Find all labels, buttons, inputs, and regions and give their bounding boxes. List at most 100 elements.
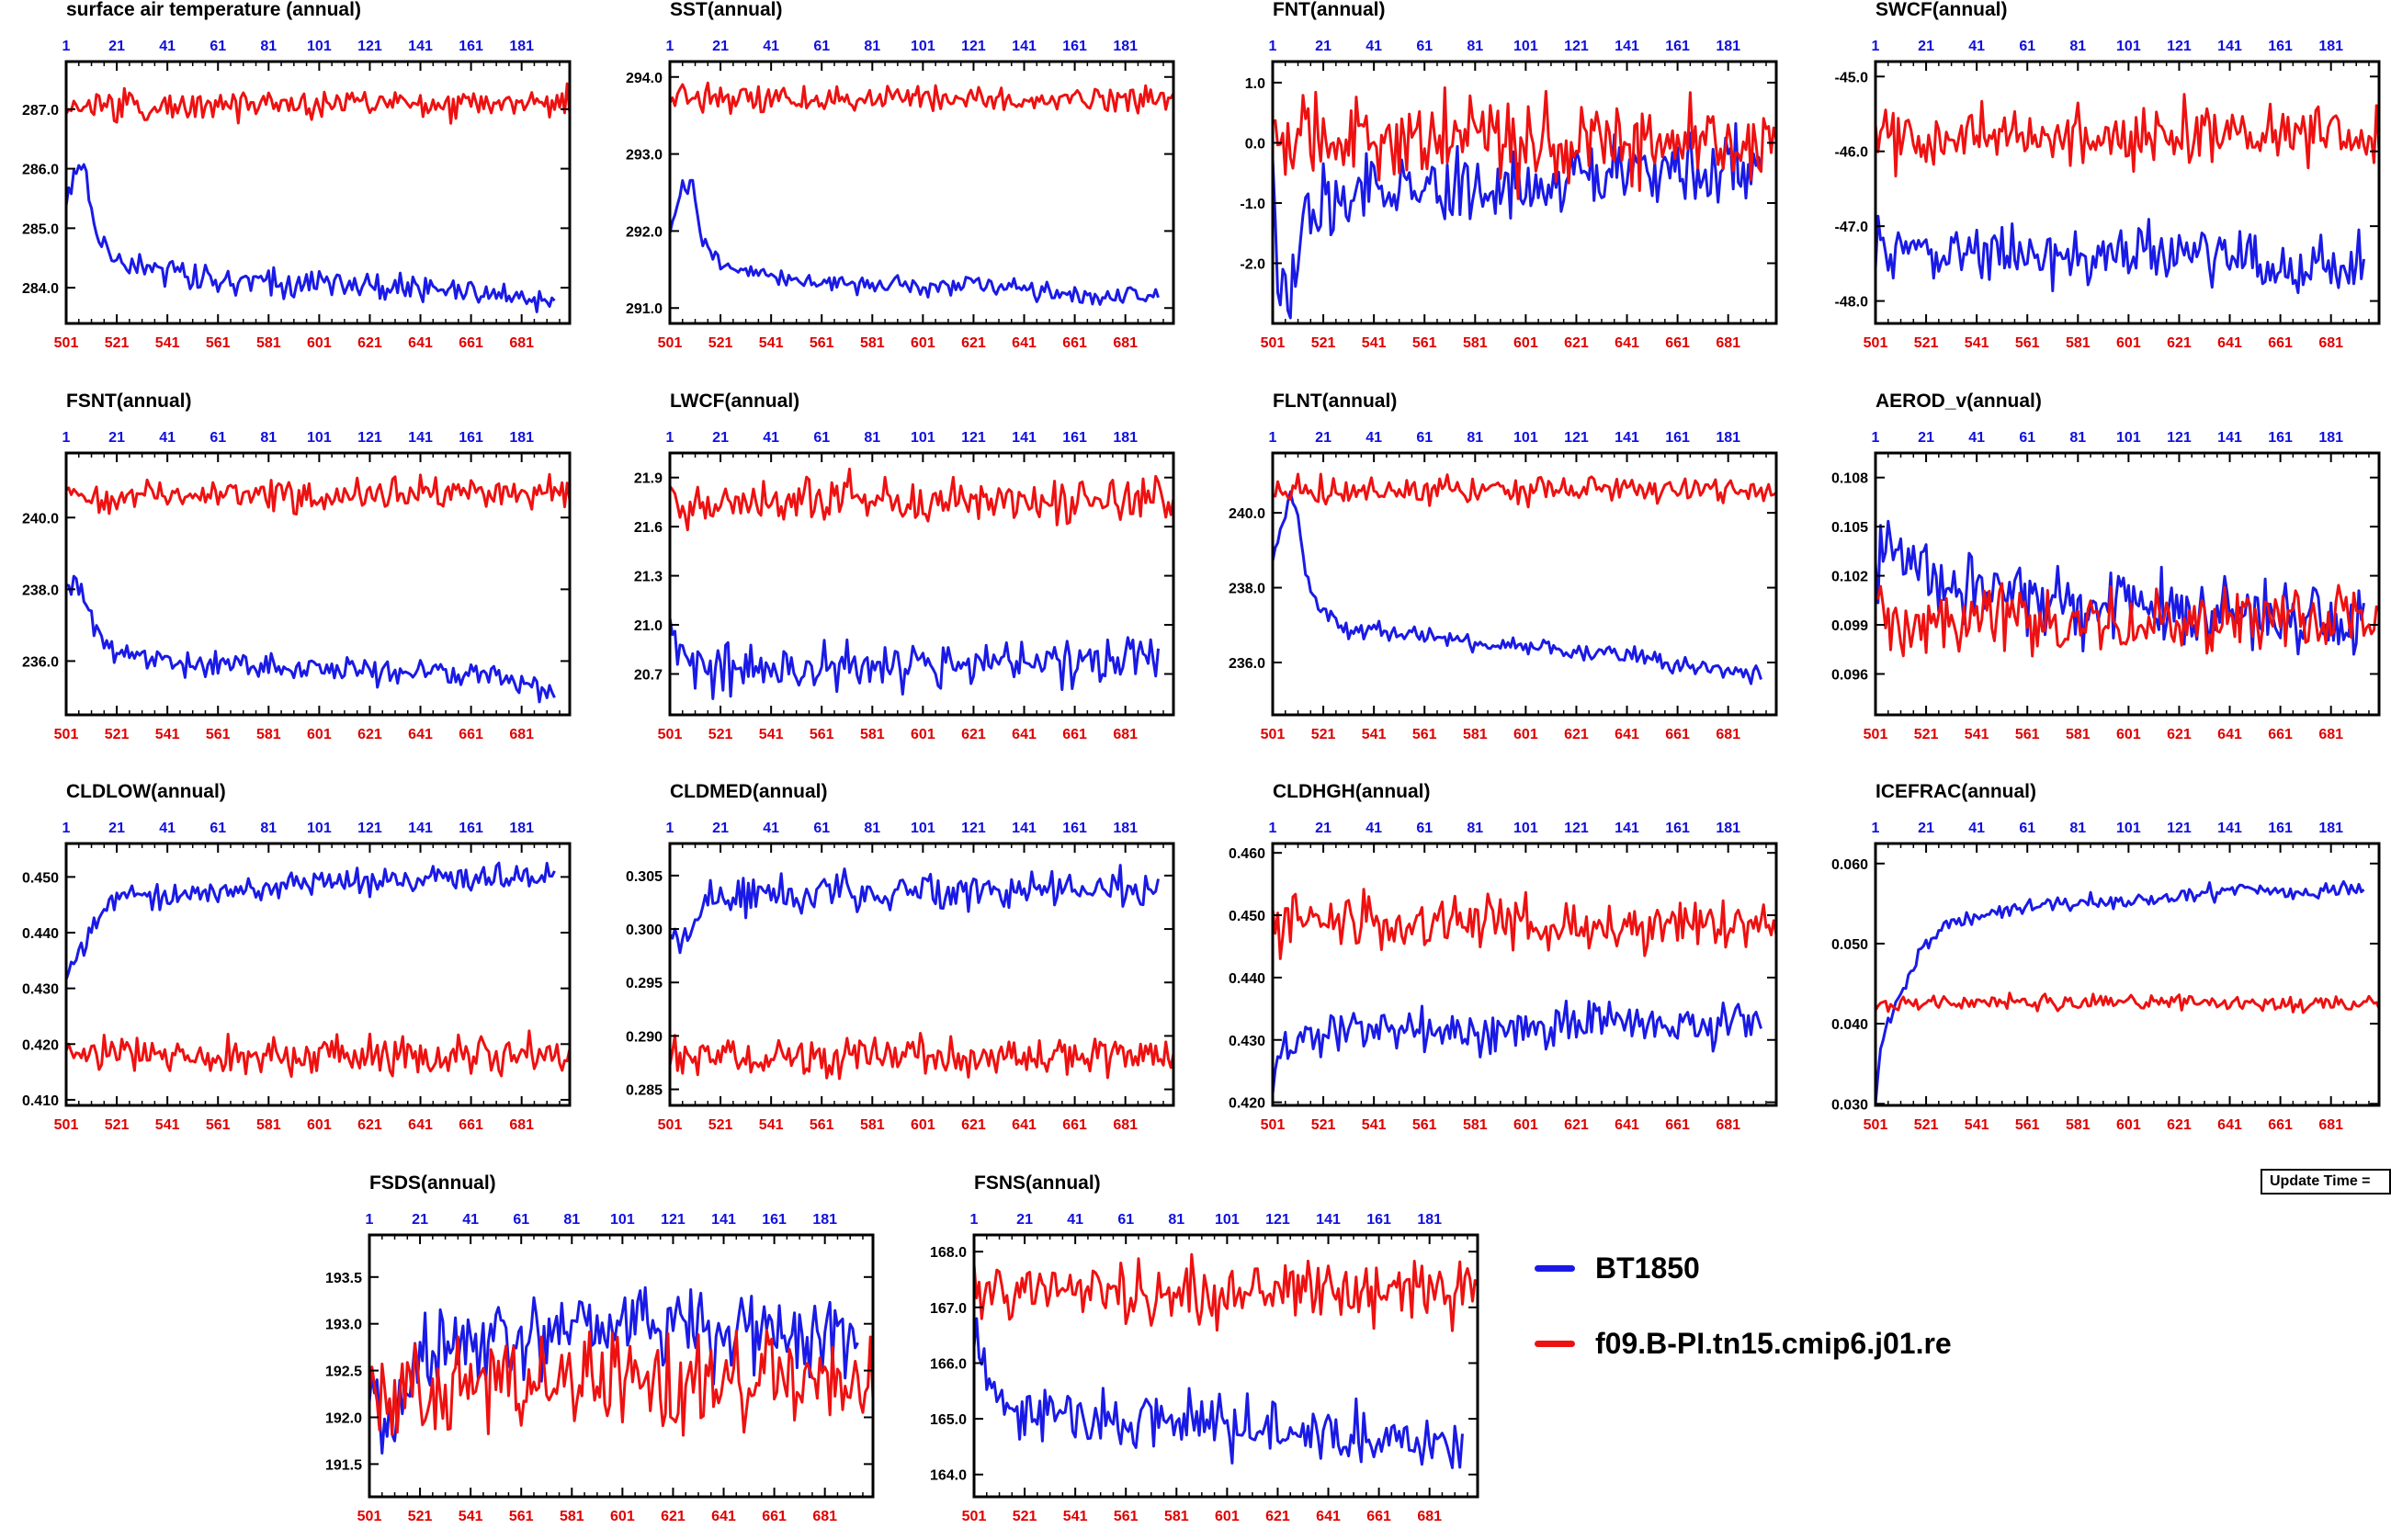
x-tick-label-top: 81 — [864, 821, 880, 836]
x-tick-label-bottom: 501 — [1261, 1117, 1286, 1133]
x-tick-label-bottom: 581 — [860, 1117, 885, 1133]
x-tick-label-top: 141 — [408, 39, 433, 54]
x-tick-label-bottom: 521 — [105, 727, 130, 742]
plot-frame — [64, 60, 572, 325]
x-tick-label-top: 81 — [260, 430, 277, 446]
x-tick-label-top: 121 — [357, 39, 382, 54]
x-tick-label-bottom: 641 — [408, 335, 433, 351]
legend-line-bt1850 — [1535, 1265, 1575, 1272]
x-tick-label-bottom: 621 — [1564, 1117, 1589, 1133]
x-tick-label-top: 81 — [1168, 1212, 1184, 1228]
x-tick-label-bottom: 601 — [911, 1117, 935, 1133]
panel-title: FNT(annual) — [1273, 0, 1385, 20]
x-tick-label-top: 101 — [1513, 821, 1538, 836]
x-tick-label-top: 41 — [1365, 430, 1382, 446]
y-tick-label: -48.0 — [1835, 295, 1869, 311]
x-tick-label-bottom: 681 — [1716, 1117, 1740, 1133]
x-tick-label-bottom: 521 — [1914, 1117, 1939, 1133]
x-tick-label-bottom: 501 — [1261, 335, 1286, 351]
x-tick-label-top: 121 — [2167, 39, 2192, 54]
x-tick-label-top: 21 — [712, 39, 729, 54]
series-line-f09 — [1874, 991, 2381, 1014]
x-tick-label-bottom: 541 — [1965, 1117, 1989, 1133]
y-tick-label: 165.0 — [930, 1412, 967, 1428]
x-tick-label-bottom: 641 — [2217, 1117, 2242, 1133]
series-line-f09 — [1272, 86, 1778, 200]
x-tick-label-top: 41 — [1968, 39, 1985, 54]
plot-frame — [668, 842, 1175, 1107]
x-tick-label-bottom: 621 — [357, 1117, 382, 1133]
x-tick-label-top: 1 — [62, 821, 71, 836]
x-tick-label-bottom: 601 — [1513, 727, 1538, 742]
x-tick-label-bottom: 681 — [1113, 335, 1138, 351]
x-tick-label-top: 21 — [1918, 39, 1934, 54]
x-tick-label-top: 1 — [666, 39, 674, 54]
x-tick-label-top: 21 — [1315, 39, 1331, 54]
x-tick-label-top: 1 — [366, 1212, 374, 1228]
x-tick-label-top: 81 — [1467, 430, 1483, 446]
x-tick-label-bottom: 501 — [357, 1509, 382, 1524]
series-line-f09 — [668, 1032, 1175, 1081]
y-tick-label: 0.420 — [1229, 1096, 1265, 1112]
x-tick-label-top: 41 — [1365, 821, 1382, 836]
x-tick-label-top: 61 — [210, 821, 226, 836]
x-tick-label-bottom: 621 — [2167, 1117, 2192, 1133]
x-tick-label-bottom: 521 — [408, 1509, 433, 1524]
panel-title: SWCF(annual) — [1875, 0, 2007, 20]
x-tick-label-bottom: 601 — [2116, 727, 2141, 742]
y-tick-label: 238.0 — [1229, 582, 1265, 597]
x-tick-label-top: 81 — [864, 430, 880, 446]
legend-item-f09: f09.B-PI.tn15.cmip6.j01.re — [1535, 1327, 1952, 1361]
x-tick-label-top: 101 — [307, 39, 332, 54]
x-tick-label-top: 121 — [1564, 821, 1589, 836]
x-tick-label-bottom: 621 — [1564, 335, 1589, 351]
x-tick-label-bottom: 641 — [1615, 335, 1639, 351]
y-tick-label: 0.430 — [22, 982, 59, 998]
x-tick-label-top: 141 — [1615, 39, 1639, 54]
x-tick-label-top: 41 — [159, 821, 176, 836]
x-tick-label-top: 61 — [2019, 430, 2035, 446]
plot-frame — [668, 451, 1175, 717]
x-tick-label-bottom: 641 — [1012, 1117, 1037, 1133]
x-tick-label-top: 141 — [2217, 821, 2242, 836]
x-tick-label-bottom: 561 — [206, 1117, 231, 1133]
x-tick-label-top: 161 — [1062, 821, 1087, 836]
x-tick-label-top: 61 — [1416, 821, 1433, 836]
x-tick-label-top: 121 — [357, 821, 382, 836]
plot-frame — [64, 451, 572, 717]
plot-frame — [1874, 451, 2381, 717]
panel-title: CLDLOW(annual) — [66, 781, 226, 802]
x-tick-label-top: 81 — [864, 39, 880, 54]
y-tick-label: 0.410 — [22, 1093, 59, 1109]
y-tick-label: 294.0 — [626, 71, 663, 86]
x-tick-label-bottom: 501 — [1261, 727, 1286, 742]
x-tick-label-top: 161 — [459, 430, 483, 446]
x-tick-label-top: 21 — [108, 821, 125, 836]
x-tick-label-top: 141 — [711, 1212, 736, 1228]
x-tick-label-bottom: 681 — [2318, 1117, 2343, 1133]
x-tick-label-top: 21 — [1918, 430, 1934, 446]
y-tick-label: 286.0 — [22, 163, 59, 178]
x-tick-label-bottom: 681 — [1113, 1117, 1138, 1133]
y-tick-label: 285.0 — [22, 221, 59, 237]
x-tick-label-bottom: 661 — [1665, 727, 1690, 742]
x-tick-label-bottom: 581 — [1164, 1509, 1189, 1524]
x-tick-label-top: 1 — [666, 821, 674, 836]
x-tick-label-top: 181 — [1716, 39, 1740, 54]
x-tick-label-top: 41 — [1365, 39, 1382, 54]
x-tick-label-bottom: 581 — [2066, 727, 2091, 742]
x-tick-label-bottom: 601 — [307, 727, 332, 742]
x-tick-label-bottom: 561 — [1412, 727, 1437, 742]
x-tick-label-top: 21 — [108, 39, 125, 54]
panel-title: CLDHGH(annual) — [1273, 781, 1431, 802]
x-tick-label-top: 121 — [661, 1212, 686, 1228]
y-tick-label: 0.102 — [1831, 570, 1868, 585]
series-line-f09 — [1874, 93, 2381, 178]
x-tick-label-bottom: 541 — [1063, 1509, 1088, 1524]
x-tick-label-bottom: 601 — [1215, 1509, 1240, 1524]
x-tick-label-bottom: 661 — [1062, 727, 1087, 742]
x-tick-label-bottom: 561 — [206, 727, 231, 742]
x-tick-label-top: 161 — [2268, 430, 2293, 446]
